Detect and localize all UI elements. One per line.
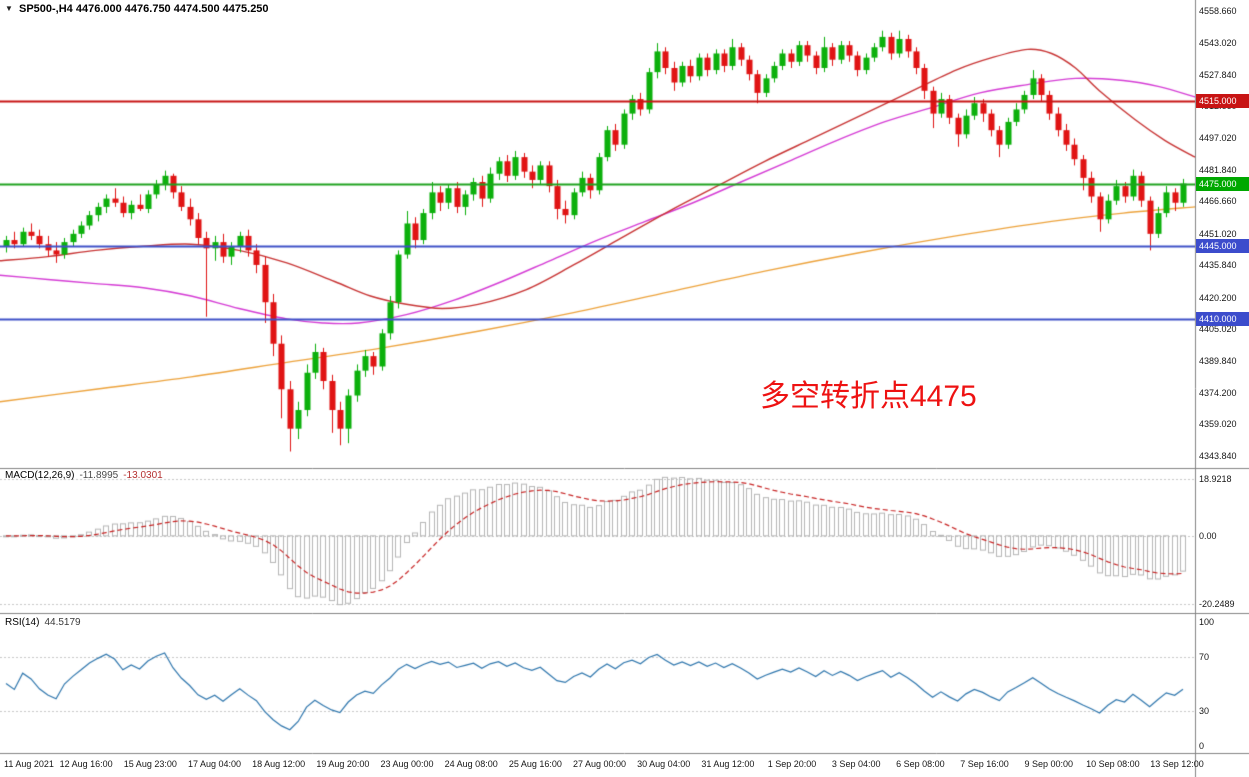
time-axis-label: 6 Sep 08:00 — [896, 759, 945, 769]
rsi-scale-label: 70 — [1199, 651, 1210, 662]
price-scale-label: 4558.660 — [1199, 5, 1237, 16]
time-axis-label: 30 Aug 04:00 — [637, 759, 691, 769]
rsi-value: 44.5179 — [44, 617, 81, 628]
price-scale-label: 4466.660 — [1199, 196, 1237, 207]
rsi-indicator-label: RSI(14) 44.5179 — [5, 617, 81, 628]
macd-scale-label: 18.9218 — [1199, 474, 1232, 484]
price-scale[interactable]: 4558.6604543.0204527.8404512.6604497.020… — [1196, 0, 1249, 777]
time-axis-label: 3 Sep 04:00 — [831, 759, 881, 769]
price-scale-label: 4481.840 — [1199, 164, 1237, 175]
price-scale-label: 4359.020 — [1199, 419, 1237, 430]
symbol-marker-icon: ▼ — [5, 4, 13, 13]
price-scale-label: 4343.840 — [1199, 450, 1237, 461]
rsi-name: RSI(14) — [5, 617, 40, 628]
ohlc-values: 4476.000 4476.750 4474.500 4475.250 — [75, 3, 269, 15]
symbol-timeframe: SP500-,H4 — [18, 3, 73, 15]
time-axis-label: 17 Aug 04:00 — [187, 759, 242, 769]
price-scale-label: 4543.020 — [1199, 38, 1237, 49]
time-axis[interactable]: 11 Aug 2021 12 Aug 16:00 15 Aug 23:00 17 Au… — [0, 757, 1249, 777]
rsi-scale-label: 0 — [1199, 741, 1205, 751]
time-axis-label: 24 Aug 08:00 — [444, 759, 498, 769]
price-scale-label: 4405.020 — [1199, 324, 1237, 335]
time-axis-label: 27 Aug 00:00 — [572, 759, 627, 769]
price-badge: 4410.000 — [1196, 311, 1249, 326]
macd-indicator-label: MACD(12,26,9) -11.8995 -13.0301 — [5, 470, 163, 481]
time-axis-label: 7 Sep 16:00 — [960, 759, 1009, 769]
time-axis-label: 25 Aug 16:00 — [508, 759, 562, 769]
price-scale-label: 4374.200 — [1199, 388, 1237, 399]
price-badge: 4475.000 — [1196, 177, 1249, 192]
chart-title: ▼ SP500-,H4 4476.000 4476.750 4474.500 4… — [5, 3, 269, 15]
time-axis-label: 10 Sep 08:00 — [1086, 759, 1140, 769]
time-axis-label: 31 Aug 12:00 — [701, 759, 755, 769]
price-scale-label: 4527.840 — [1199, 69, 1237, 80]
price-scale-label: 4389.840 — [1199, 355, 1237, 366]
macd-scale-label: 0.00 — [1199, 530, 1217, 541]
price-scale-label: 4420.200 — [1199, 292, 1237, 303]
time-axis-label: 11 Aug 2021 — [4, 759, 54, 769]
time-axis-label: 13 Sep 12:00 — [1150, 759, 1204, 769]
price-scale-label: 4451.020 — [1199, 228, 1237, 239]
macd-main-value: -11.8995 — [79, 470, 119, 481]
macd-name: MACD(12,26,9) — [5, 470, 75, 481]
macd-scale-label: -20.2489 — [1199, 599, 1235, 609]
time-axis-label: 19 Aug 20:00 — [316, 759, 370, 769]
time-axis-label: 12 Aug 16:00 — [59, 759, 113, 769]
time-axis-label: 9 Sep 00:00 — [1024, 759, 1073, 769]
time-axis-label: 15 Aug 23:00 — [123, 759, 177, 769]
annotation-text: 多空转折点4475 — [760, 380, 977, 413]
price-scale-label: 4435.840 — [1199, 260, 1237, 271]
macd-signal-value: -13.0301 — [123, 470, 163, 481]
time-axis-label: 18 Aug 12:00 — [252, 759, 306, 769]
rsi-scale-label: 30 — [1199, 705, 1210, 716]
time-axis-label: 1 Sep 20:00 — [767, 759, 817, 769]
time-axis-label: 23 Aug 00:00 — [380, 759, 434, 769]
price-scale-label: 4497.020 — [1199, 133, 1237, 144]
rsi-scale-label: 100 — [1199, 617, 1215, 627]
price-badge: 4445.000 — [1196, 239, 1249, 254]
price-badge: 4515.000 — [1196, 94, 1249, 109]
